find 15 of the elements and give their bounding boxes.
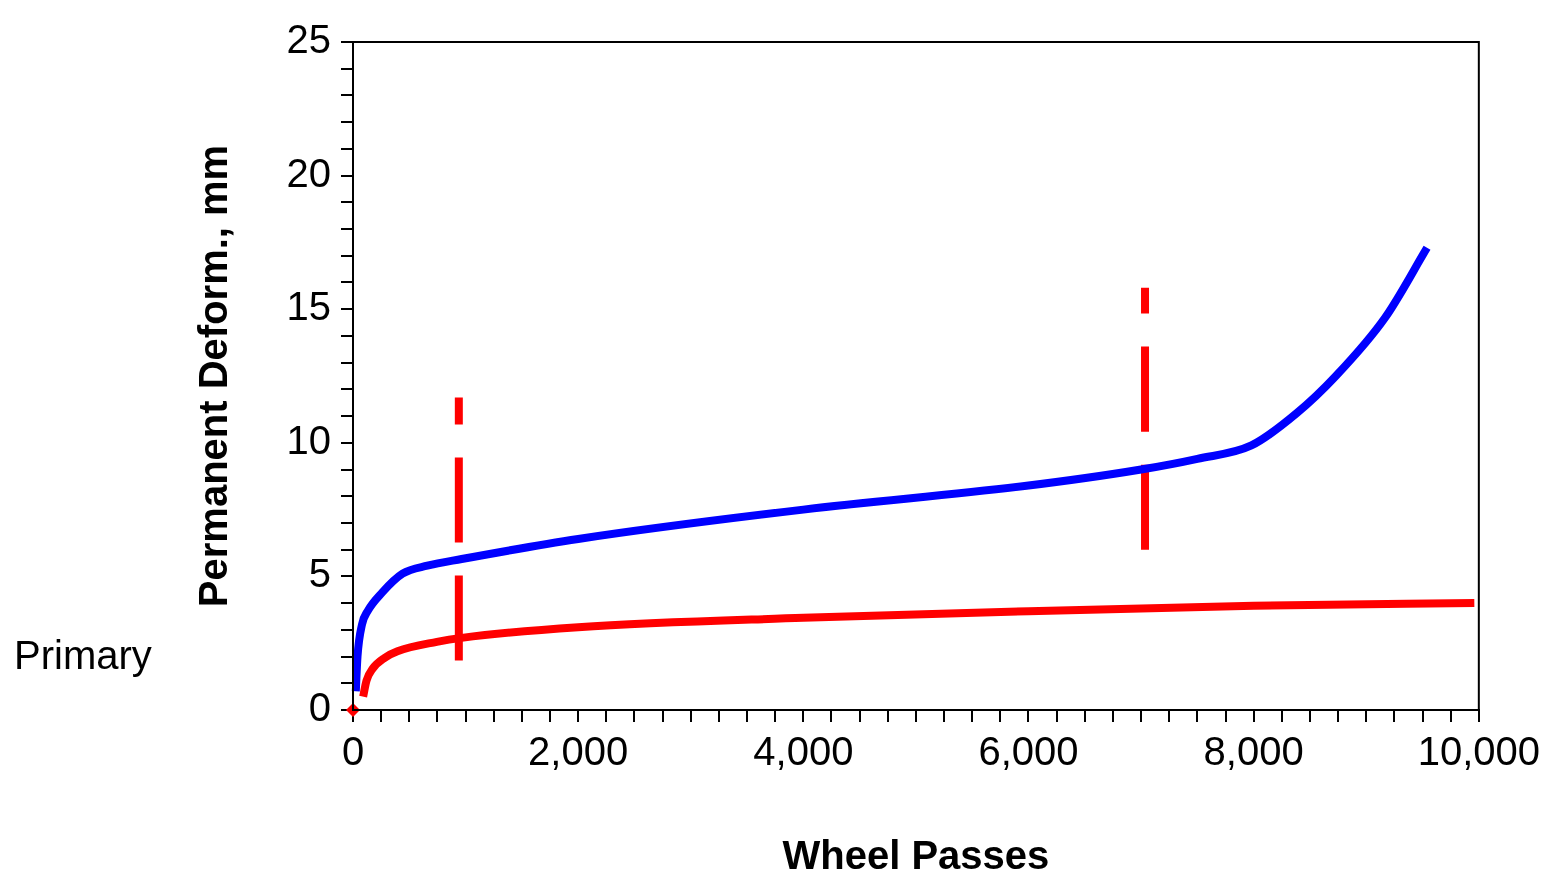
y-tick-label: 10	[286, 417, 331, 462]
y-tick-label: 20	[286, 150, 331, 195]
x-tick-label: 10,000	[1417, 729, 1540, 774]
y-tick-label: 0	[308, 685, 331, 730]
x-tick-label: 2,000	[528, 729, 629, 774]
y-axis-title: Permanent Deform., mm	[191, 144, 236, 608]
y-tick-label: 5	[308, 551, 331, 596]
text: Primary	[14, 633, 152, 678]
x-tick-label: 0	[341, 729, 365, 774]
x-tick-label: 8,000	[1203, 729, 1304, 774]
x-tick-label: 4,000	[753, 729, 854, 774]
x-axis-title: Wheel Passes	[782, 833, 1050, 878]
y-tick-label: 15	[286, 284, 331, 329]
x-tick-label: 6,000	[978, 729, 1079, 774]
y-tick-label: 25	[286, 17, 331, 62]
